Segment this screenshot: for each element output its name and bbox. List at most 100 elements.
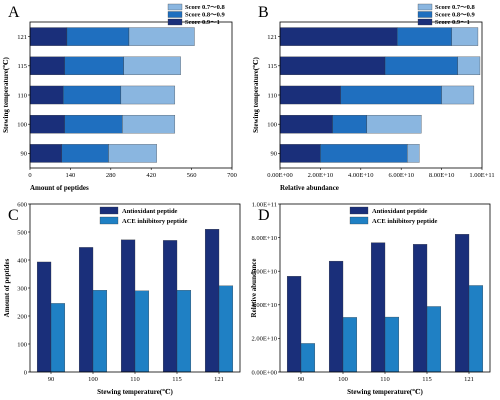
legend-label: Score 0.9～1 (435, 19, 470, 26)
chart-b: 90 100 110 115 121 0.00E+00 2.00E+10 4.00E+10 6.… (252, 3, 495, 192)
bar-121-series-0 (454, 234, 470, 373)
legend-label: ACE inhibitory peptide (122, 218, 187, 225)
x-tick-label: 700 (227, 172, 237, 179)
bar-115-series-0 (279, 56, 386, 76)
legend-swatch (417, 11, 433, 18)
bar-110-series-2 (120, 85, 176, 105)
panel-c: Antioxidant peptide ACE inhibitory peptid… (0, 200, 250, 400)
y-tick-label: 100 (17, 122, 27, 129)
legend-swatch (417, 18, 433, 26)
bar-115-series-1 (64, 56, 124, 76)
bar-121-series-1 (468, 285, 484, 373)
bar-100-series-1 (64, 114, 123, 134)
bar-100-series-0 (328, 260, 344, 373)
bar-115-series-0 (162, 240, 178, 373)
bar-100-series-0 (78, 247, 94, 373)
legend-label: Score 0.9～1 (185, 19, 220, 26)
x-tick-label: 90 (48, 376, 55, 383)
chart-c: Antioxidant peptide ACE inhibitory peptid… (3, 201, 241, 396)
y-axis-title: Amount of peptides (3, 258, 11, 317)
y-tick-label: 4.00E+10 (251, 302, 277, 309)
bar-115-series-2 (123, 56, 181, 76)
bar-121-series-1 (218, 285, 234, 373)
panel-a: 90 100 110 115 121 0 140 280 420 560 700 Amount of … (0, 0, 250, 200)
bar-110-series-1 (134, 290, 150, 373)
y-axis-title: Stewing temperature(℃) (252, 56, 260, 132)
y-tick-label: 0.00E+00 (251, 369, 277, 376)
bar-100-series-0 (29, 114, 65, 134)
x-tick-label: 100 (338, 376, 348, 383)
y-axis-title: Stewing temperature(℃) (2, 56, 10, 132)
x-tick-label: 121 (464, 376, 474, 383)
legend-swatch (349, 216, 369, 225)
legend-swatch (167, 3, 183, 11)
y-tick-label: 110 (17, 92, 27, 99)
bar-100-series-1 (92, 290, 108, 373)
bar-121-series-0 (279, 27, 398, 46)
x-tick-label: 0.00E+00 (267, 172, 293, 179)
x-tick-label: 115 (422, 376, 432, 383)
bar-100-series-0 (279, 114, 333, 134)
bar-121-series-2 (451, 27, 479, 46)
bar-115-series-0 (29, 56, 65, 76)
y-tick-label: 400 (17, 257, 27, 264)
x-tick-label: 115 (172, 376, 182, 383)
y-tick-label: 200 (17, 313, 27, 320)
legend-label: Score 0.7～0.8 (435, 4, 476, 11)
y-tick-label: 115 (17, 63, 27, 70)
plot-frame (279, 203, 491, 373)
x-axis-title: Amount of peptides (30, 184, 89, 192)
bar-110-series-0 (279, 85, 341, 105)
legend-swatch (167, 18, 183, 26)
bar-90-series-0 (279, 144, 321, 163)
bar-90-series-0 (36, 261, 52, 373)
panel-letter: D (258, 207, 270, 224)
bar-121-series-1 (397, 27, 452, 46)
y-tick-label: 2.00E+10 (251, 336, 277, 343)
bar-121-series-0 (204, 229, 220, 373)
bar-90-series-1 (300, 343, 316, 373)
bar-90-series-1 (61, 144, 109, 163)
legend-swatch (417, 3, 433, 11)
x-tick-label: 0 (28, 172, 31, 179)
y-tick-label: 110 (267, 92, 277, 99)
bar-115-series-2 (457, 56, 481, 76)
bar-90-series-0 (29, 144, 62, 163)
y-tick-label: 500 (17, 229, 27, 236)
y-tick-label: 100 (17, 341, 27, 348)
bar-90-series-2 (108, 144, 157, 163)
y-tick-label: 1.00E+11 (252, 201, 277, 208)
bar-110-series-2 (441, 85, 475, 105)
bar-121-series-0 (29, 27, 68, 46)
x-tick-label: 280 (106, 172, 116, 179)
y-tick-label: 6.00E+10 (251, 269, 277, 276)
x-tick-label: 121 (214, 376, 224, 383)
bar-110-series-1 (340, 85, 442, 105)
x-axis-title: Relative abundance (280, 184, 339, 192)
plot-frame (279, 21, 483, 169)
chart-d: Antioxidant peptide ACE inhibitory peptid… (250, 201, 491, 396)
y-tick-label: 121 (17, 34, 27, 41)
panel-letter: B (258, 4, 269, 21)
bar-115-series-1 (176, 290, 192, 373)
bar-110-series-0 (370, 242, 386, 373)
bar-110-series-0 (120, 239, 136, 373)
y-tick-label: 0 (24, 369, 27, 376)
legend-swatch (99, 206, 119, 215)
bar-110-series-0 (29, 85, 64, 105)
y-tick-label: 300 (17, 285, 27, 292)
legend-swatch (349, 206, 369, 215)
bar-90-series-1 (50, 303, 66, 373)
panel-b: 90 100 110 115 121 0.00E+00 2.00E+10 4.00E+10 6.… (250, 0, 500, 200)
bar-115-series-0 (412, 244, 428, 373)
bar-90-series-2 (407, 144, 420, 163)
x-tick-label: 4.00E+10 (348, 172, 374, 179)
bar-110-series-1 (384, 316, 400, 373)
panel-letter: A (8, 4, 20, 21)
y-axis-title: Relative abundance (250, 259, 258, 318)
legend-label: Antioxidant peptide (122, 208, 178, 215)
x-axis-title: Stewing temperature(℃) (97, 388, 173, 396)
legend-swatch (167, 11, 183, 18)
bar-121-series-1 (66, 27, 130, 46)
legend-label: Score 0.8～0.9 (185, 12, 226, 19)
